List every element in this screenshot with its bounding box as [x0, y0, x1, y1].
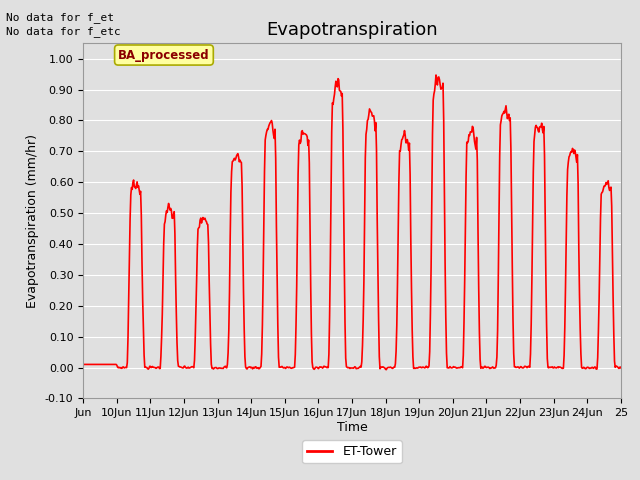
Y-axis label: Evapotranspiration (mm/hr): Evapotranspiration (mm/hr)	[26, 134, 39, 308]
X-axis label: Time: Time	[337, 421, 367, 434]
Title: Evapotranspiration: Evapotranspiration	[266, 21, 438, 39]
Text: BA_processed: BA_processed	[118, 48, 210, 61]
Text: No data for f_et: No data for f_et	[6, 12, 115, 23]
Legend: ET-Tower: ET-Tower	[302, 440, 402, 463]
Text: No data for f_etc: No data for f_etc	[6, 26, 121, 37]
